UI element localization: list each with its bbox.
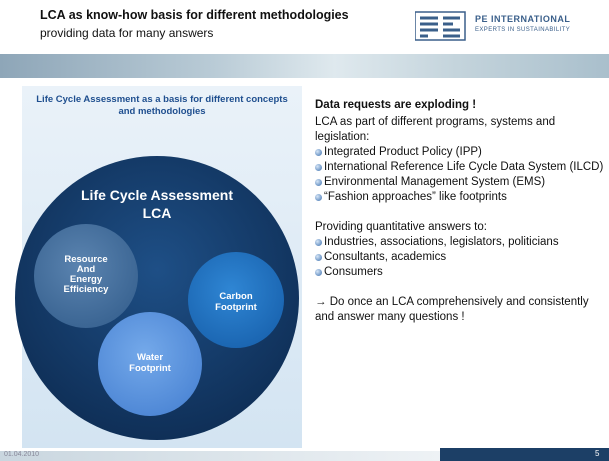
right-heading: Data requests are exploding ! [315, 98, 605, 113]
circle-label: Carbon [219, 291, 252, 302]
bullet-item: “Fashion approaches” like footprints [315, 190, 605, 205]
slide: {"header": {"title": "LCA as know-how ba… [0, 0, 609, 461]
bullet-item: Industries, associations, legislators, p… [315, 235, 605, 250]
intro: LCA as part of different programs, syste… [315, 115, 605, 145]
bullet-item: International Reference Life Cycle Data … [315, 160, 605, 175]
right-column: Data requests are exploding ! LCA as par… [315, 98, 605, 325]
bullet-item: Consultants, academics [315, 250, 605, 265]
footer-date: 01.04.2010 [4, 451, 39, 458]
intro: Providing quantitative answers to: [315, 220, 605, 235]
conclusion: → Do once an LCA comprehensively and con… [315, 295, 605, 325]
circle-label: Life Cycle Assessment [81, 187, 233, 203]
circle-label: Water [137, 352, 163, 363]
circle-label: Efficiency [64, 284, 110, 295]
footer-bar [0, 451, 440, 461]
bullet-list: Industries, associations, legislators, p… [315, 235, 605, 280]
footer-bar [440, 448, 609, 461]
bullet-list: Integrated Product Policy (IPP)Internati… [315, 145, 605, 205]
circle-label: Footprint [129, 363, 172, 374]
bullet-item: Environmental Management System (EMS) [315, 175, 605, 190]
bullet-item: Integrated Product Policy (IPP) [315, 145, 605, 160]
bullet-item: Consumers [315, 265, 605, 280]
circle-label: Footprint [215, 302, 258, 313]
page-number: 5 [595, 449, 599, 458]
circle-label: LCA [143, 205, 172, 221]
